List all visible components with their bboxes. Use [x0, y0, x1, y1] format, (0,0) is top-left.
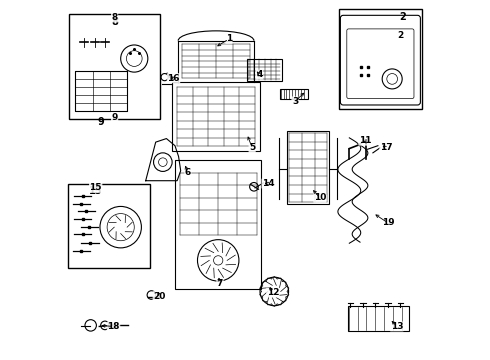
Text: 17: 17	[380, 143, 392, 152]
Bar	[280, 89, 308, 99]
Text: 8: 8	[111, 17, 118, 27]
Bar	[339, 9, 422, 109]
Text: 9: 9	[98, 117, 104, 127]
Text: 14: 14	[262, 179, 274, 188]
Text: 3: 3	[292, 97, 298, 106]
Bar	[247, 59, 282, 81]
Text: 4: 4	[256, 70, 263, 79]
Bar	[348, 306, 409, 331]
Text: 1: 1	[226, 35, 232, 44]
Text: 9: 9	[111, 113, 118, 122]
Text: 20: 20	[153, 292, 166, 301]
Bar	[172, 82, 260, 152]
Text: 2: 2	[397, 31, 404, 40]
Bar	[287, 131, 329, 204]
Bar	[175, 160, 261, 289]
Text: 7: 7	[217, 279, 223, 288]
Text: 13: 13	[391, 322, 403, 331]
Text: 16: 16	[167, 74, 180, 83]
Text: 12: 12	[267, 288, 279, 297]
Text: 2: 2	[399, 12, 406, 22]
Bar	[68, 184, 150, 267]
Text: 5: 5	[249, 143, 255, 152]
Text: 18: 18	[107, 322, 120, 331]
Text: 11: 11	[359, 136, 371, 145]
Text: 8: 8	[112, 13, 118, 22]
Bar	[69, 14, 160, 119]
Text: 15: 15	[89, 186, 102, 197]
Bar	[75, 71, 127, 111]
Text: 15: 15	[90, 183, 102, 192]
Text: 19: 19	[382, 219, 394, 228]
Text: 6: 6	[185, 168, 191, 177]
Text: 10: 10	[314, 193, 326, 202]
